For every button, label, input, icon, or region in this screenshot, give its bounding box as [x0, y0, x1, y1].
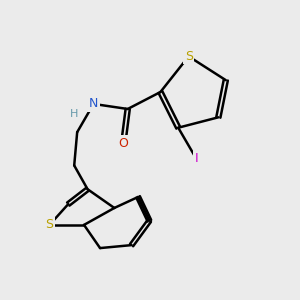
Text: I: I [194, 152, 198, 165]
Text: N: N [89, 98, 98, 110]
Text: O: O [118, 137, 128, 150]
Text: S: S [184, 50, 193, 63]
Text: H: H [70, 109, 78, 119]
Text: S: S [46, 218, 53, 231]
